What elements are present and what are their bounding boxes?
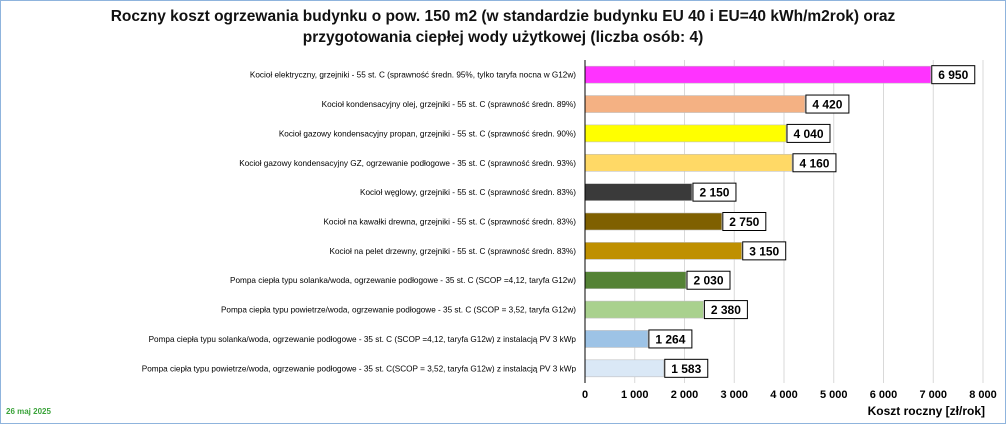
value-label-box-1 (805, 94, 850, 114)
value-label-1: 4 420 (812, 98, 842, 112)
value-label-box-10 (664, 358, 709, 378)
chart-title-line-2: przygotowania ciepłej wody użytkowej (li… (302, 29, 704, 46)
x-tick-label-6: 6 000 (870, 389, 898, 401)
bar-1 (584, 95, 806, 113)
value-label-box-2 (786, 123, 831, 143)
bar-6 (584, 242, 743, 260)
x-axis-title: Koszt roczny [zł/rok] (868, 404, 985, 418)
category-label-0: Kocioł elektryczny, grzejniki - 55 st. C… (250, 71, 576, 80)
bar-4 (584, 183, 693, 201)
value-label-9: 1 264 (655, 332, 685, 346)
x-tick-label-8: 8 000 (969, 389, 997, 401)
x-tick-label-3: 3 000 (720, 389, 748, 401)
value-label-box-0 (931, 65, 976, 85)
category-label-1: Kocioł kondensacyjny olej, grzejniki - 5… (322, 100, 577, 109)
value-label-box-5 (722, 212, 767, 231)
value-label-0: 6 950 (938, 68, 968, 82)
value-label-box-7 (686, 270, 731, 290)
x-tick-label-7: 7 000 (919, 389, 947, 401)
bar-9 (584, 330, 649, 348)
x-tick-label-0: 0 (582, 389, 588, 401)
value-label-2: 4 040 (793, 127, 823, 141)
bar-10 (584, 359, 665, 378)
value-label-10: 1 583 (671, 362, 701, 376)
bar-0 (584, 65, 932, 84)
category-label-8: Pompa ciepła typu powietrze/woda, ogrzew… (221, 306, 576, 315)
value-label-box-3 (792, 153, 837, 173)
x-tick-label-2: 2 000 (671, 389, 699, 401)
x-tick-label-4: 4 000 (770, 389, 798, 401)
value-label-box-8 (703, 300, 748, 320)
category-label-6: Kocioł na pelet drzewny, grzejniki - 55 … (330, 247, 577, 256)
value-label-box-4 (692, 182, 737, 202)
category-label-5: Kocioł na kawałki drewna, grzejniki - 55… (323, 218, 576, 227)
value-label-8: 2 380 (711, 303, 741, 317)
value-label-4: 2 150 (699, 186, 729, 200)
value-label-5: 2 750 (729, 215, 759, 229)
category-label-9: Pompa ciepła typu solanka/woda, ogrzewan… (149, 335, 577, 344)
category-label-10: Pompa ciepła typu powietrze/woda, ogrzew… (142, 364, 577, 373)
date-stamp: 26 maj 2025 (6, 407, 51, 416)
value-label-box-6 (742, 241, 787, 261)
value-label-box-9 (648, 329, 693, 349)
bar-5 (584, 212, 723, 231)
chart-title: Roczny koszt ogrzewania budynku o pow. 1… (0, 6, 1006, 48)
chart-title-line-1: Roczny koszt ogrzewania budynku o pow. 1… (110, 8, 896, 25)
category-label-3: Kocioł gazowy kondensacyjny GZ, ogrzewan… (239, 159, 576, 168)
bar-7 (584, 271, 687, 290)
category-label-7: Pompa ciepła typu solanka/woda, ogrzewan… (230, 276, 576, 285)
bar-2 (584, 124, 787, 143)
x-tick-label-1: 1 000 (621, 389, 649, 401)
bar-8 (584, 300, 704, 319)
x-tick-label-5: 5 000 (820, 389, 848, 401)
category-label-4: Kocioł węglowy, grzejniki - 55 st. C (sp… (360, 188, 576, 197)
value-label-3: 4 160 (799, 156, 829, 170)
value-label-7: 2 030 (693, 274, 723, 288)
category-label-2: Kocioł gazowy kondensacyjny propan, grze… (279, 129, 576, 138)
value-label-6: 3 150 (749, 244, 779, 258)
bar-3 (584, 153, 793, 172)
